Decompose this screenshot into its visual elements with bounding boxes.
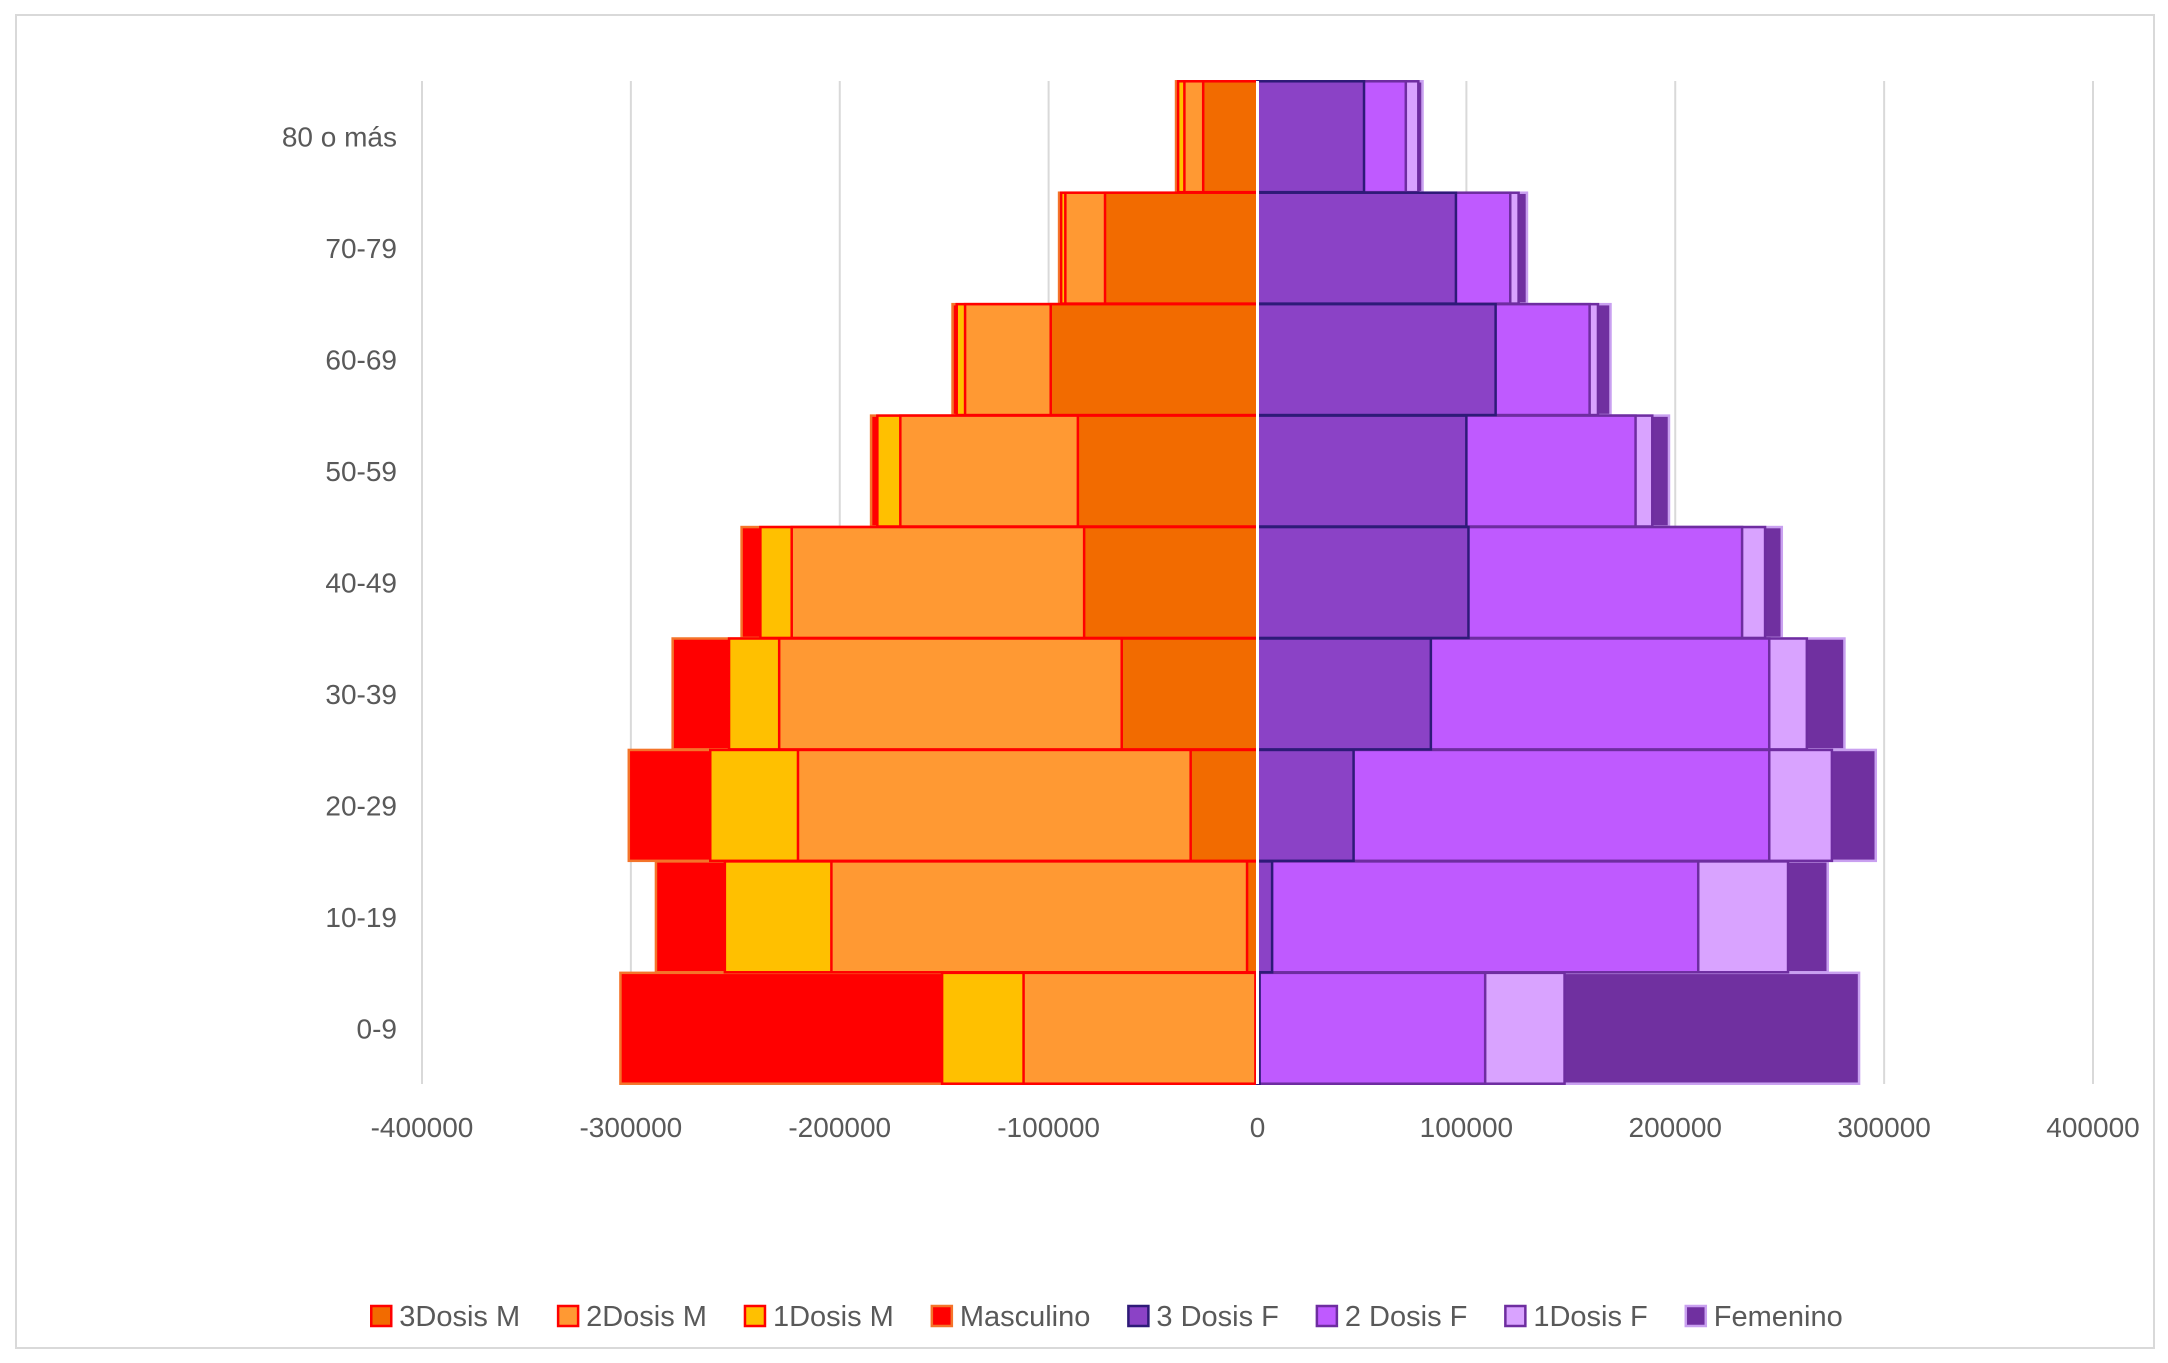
category-label: 40-49	[325, 568, 397, 599]
legend-label: 3Dosis M	[399, 1301, 520, 1333]
bar-3-dosis-f-60-69	[1256, 302, 1497, 417]
legend-item: 2Dosis M	[556, 1301, 707, 1333]
bar-3dosis-m-20-29	[1189, 748, 1259, 863]
category-label: 70-79	[325, 233, 397, 264]
bar-2dosis-m-20-29	[796, 748, 1259, 863]
chart-frame: 0-9 10-19 20-29 30-39 40-49 50-59 60-69 70-79 80…	[15, 14, 2155, 1349]
legend-item: 1Dosis F	[1504, 1301, 1648, 1333]
bar-3dosis-m-30-39	[1120, 637, 1259, 751]
bar-2dosis-m-0-9	[1022, 971, 1259, 1085]
category-label: 30-39	[325, 679, 397, 710]
bar-3-dosis-f-50-59	[1256, 414, 1468, 528]
x-tick-label: 0	[1250, 1112, 1266, 1143]
legend-label: 3 Dosis F	[1156, 1301, 1278, 1333]
legend-swatch	[1127, 1304, 1150, 1328]
category-labels: 0-9 10-19 20-29 30-39 40-49 50-59 60-69 70-79 80…	[282, 122, 397, 1045]
category-label: 60-69	[325, 345, 397, 376]
x-tick-label: 100000	[1420, 1112, 1513, 1143]
x-tick-labels: -400000 -300000 -200000 -100000 0 100000 20000…	[371, 1112, 2140, 1143]
legend-item: Femenino	[1684, 1301, 1843, 1333]
bar-3-dosis-f-10-19	[1256, 860, 1274, 974]
bar-3-dosis-f-70-79	[1256, 191, 1458, 305]
x-tick-label: 300000	[1837, 1112, 1930, 1143]
legend-item: 3Dosis M	[370, 1301, 520, 1333]
bar-3-dosis-f-30-39	[1256, 637, 1433, 751]
bar-3dosis-m-60-69	[1049, 302, 1259, 417]
legend-item: 3 Dosis F	[1127, 1301, 1279, 1333]
category-label: 80 o más	[282, 122, 397, 153]
category-label: 10-19	[325, 902, 397, 933]
bar-3dosis-m-10-19	[1245, 860, 1259, 974]
legend-label: 2 Dosis F	[1345, 1301, 1467, 1333]
legend-swatch	[1315, 1304, 1339, 1328]
category-label: 20-29	[325, 790, 397, 821]
bar-3dosis-m-50-59	[1076, 414, 1259, 528]
legend-label: 2Dosis M	[586, 1301, 707, 1333]
legend-label: Femenino	[1714, 1301, 1843, 1333]
bar-3dosis-m-80-o-más	[1201, 80, 1259, 194]
legend-swatch	[1504, 1304, 1527, 1328]
bar-2dosis-m-10-19	[830, 860, 1259, 974]
bars	[619, 80, 1878, 1085]
x-tick-label: -200000	[788, 1112, 891, 1143]
category-label: 50-59	[325, 456, 397, 487]
bar-2-dosis-f-10-19	[1256, 860, 1700, 974]
x-tick-label: -400000	[371, 1112, 474, 1143]
legend: 3Dosis M 2Dosis M 1Dosis M Masculino 3 Dosis…	[370, 1301, 1843, 1333]
bar-2-dosis-f-0-9	[1256, 971, 1487, 1085]
legend-swatch	[743, 1304, 767, 1328]
x-tick-label: -300000	[579, 1112, 682, 1143]
population-pyramid-chart: 0-9 10-19 20-29 30-39 40-49 50-59 60-69 70-79 80…	[282, 80, 2140, 1333]
legend-swatch	[556, 1304, 580, 1328]
x-tick-label: -100000	[997, 1112, 1100, 1143]
legend-swatch	[1684, 1304, 1708, 1328]
x-tick-label: 200000	[1629, 1112, 1722, 1143]
legend-item: Masculino	[930, 1301, 1091, 1333]
bar-3dosis-m-40-49	[1082, 525, 1259, 640]
legend-swatch	[370, 1304, 393, 1328]
legend-item: 2 Dosis F	[1315, 1301, 1467, 1333]
legend-label: Masculino	[960, 1301, 1091, 1333]
category-label: 0-9	[357, 1013, 397, 1044]
bar-3dosis-m-70-79	[1103, 191, 1259, 305]
bar-3-dosis-f-20-29	[1256, 748, 1355, 863]
legend-item: 1Dosis M	[743, 1301, 894, 1333]
x-tick-label: 400000	[2046, 1112, 2139, 1143]
bar-3-dosis-f-80-o-más	[1256, 80, 1366, 194]
bar-3-dosis-f-40-49	[1256, 525, 1470, 640]
legend-swatch	[930, 1304, 954, 1328]
legend-label: 1Dosis F	[1533, 1301, 1647, 1333]
legend-label: 1Dosis M	[773, 1301, 894, 1333]
